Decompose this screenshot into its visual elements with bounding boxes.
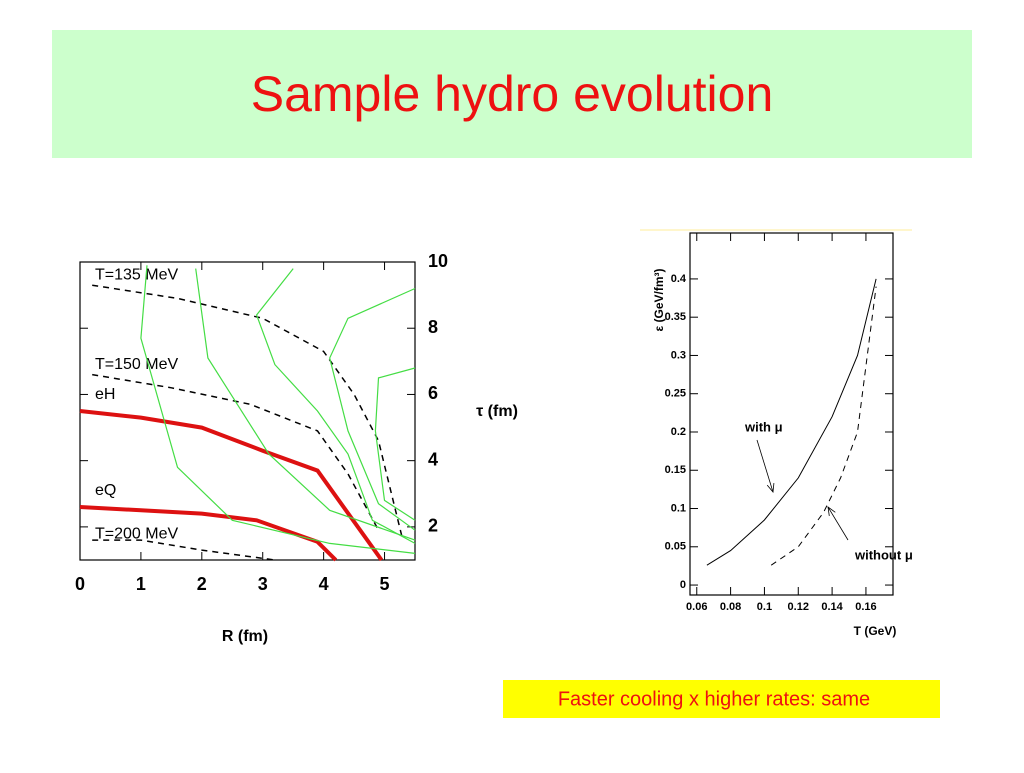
y-tick-label: 10 [428, 251, 448, 271]
y-tick-label: 0.15 [665, 464, 686, 476]
y-tick-label: 0.4 [671, 273, 687, 285]
x-tick-label: 0 [75, 574, 85, 594]
series-label: T=150 MeV [95, 356, 178, 373]
x-tick-label: 2 [197, 574, 207, 594]
series-label: T=135 MeV [95, 266, 178, 283]
series-label: eH [95, 386, 115, 403]
series-line [255, 268, 416, 544]
y-tick-label: 0.35 [665, 311, 686, 323]
y-tick-label: 0.3 [671, 349, 686, 361]
series-line [92, 539, 276, 561]
annotation-arrow [756, 439, 774, 493]
x-tick-label: 0.16 [855, 601, 876, 613]
arrow-head [766, 483, 775, 493]
series-line [329, 287, 416, 531]
x-tick-label: 0.12 [788, 601, 809, 613]
series-line [79, 409, 384, 562]
series-label: without μ [854, 547, 913, 562]
x-tick-label: 5 [380, 574, 390, 594]
y-tick-label: 0.05 [665, 541, 686, 553]
y-axis-label: ε (GeV/fm³) [652, 268, 666, 331]
series-label: with μ [744, 419, 783, 434]
x-tick-label: 3 [258, 574, 268, 594]
x-tick-label: 0.08 [720, 601, 741, 613]
arrow-head [827, 506, 836, 516]
series-label: eQ [95, 482, 116, 499]
x-tick-label: 4 [319, 574, 329, 594]
x-axis-label: T (GeV) [854, 624, 897, 638]
series-line [92, 284, 404, 541]
y-tick-label: 0.1 [671, 502, 686, 514]
y-axis-label: τ (fm) [476, 403, 518, 420]
y-tick-label: 0.25 [665, 388, 686, 400]
title-band [52, 30, 972, 158]
y-tick-label: 6 [428, 383, 438, 403]
annotation-arrow [827, 506, 849, 541]
series-line [140, 265, 416, 554]
y-tick-label: 8 [428, 317, 438, 337]
caption-box [503, 680, 940, 718]
series-line [195, 268, 416, 541]
y-tick-label: 0.2 [671, 426, 686, 438]
series-line [706, 278, 877, 566]
x-axis-label: R (fm) [222, 628, 268, 645]
y-tick-label: 2 [428, 516, 438, 536]
x-tick-label: 0.14 [821, 601, 843, 613]
series-line [374, 367, 416, 521]
x-tick-label: 0.06 [686, 601, 707, 613]
plot-frame [79, 261, 416, 561]
x-tick-label: 1 [136, 574, 146, 594]
slide-title: Sample hydro evolution [251, 66, 774, 122]
y-tick-label: 4 [428, 449, 438, 469]
caption: Faster cooling x higher rates: same [558, 688, 870, 710]
x-tick-label: 0.1 [757, 601, 772, 613]
series-label: T=200 MeV [95, 525, 178, 542]
series-line [92, 373, 380, 531]
y-tick-label: 0 [680, 579, 686, 591]
series-line [770, 286, 877, 566]
plot-frame [689, 232, 894, 596]
